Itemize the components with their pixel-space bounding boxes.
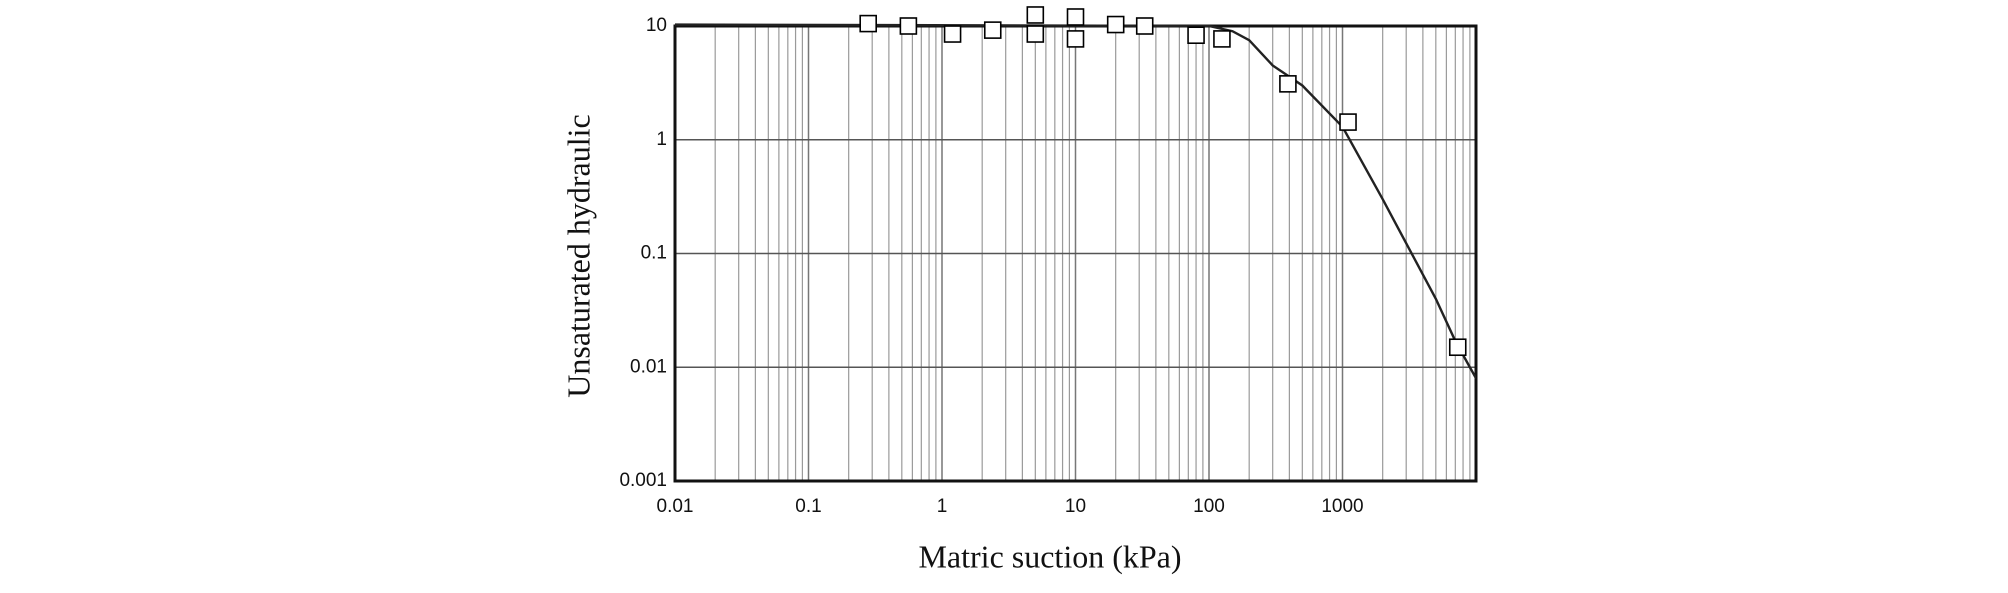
data-point <box>1026 25 1045 43</box>
x-tick-label: 0.01 <box>657 496 694 517</box>
x-tick-label: 0.1 <box>795 496 821 517</box>
data-point <box>1187 26 1205 45</box>
data-point <box>1066 30 1085 48</box>
data-point <box>1066 8 1085 26</box>
data-point <box>1106 15 1125 34</box>
fit-line <box>675 23 1476 379</box>
y-tick-label: 0.001 <box>619 470 667 491</box>
x-axis-label: Matric suction (kPa) <box>918 538 1181 574</box>
data-point <box>983 21 1002 39</box>
y-tick-label: 0.01 <box>630 356 667 377</box>
x-tick-label: 1000 <box>1321 496 1363 517</box>
y-tick-label: 0.1 <box>641 243 667 264</box>
data-point <box>1213 30 1231 48</box>
x-tick-label: 100 <box>1193 496 1225 517</box>
data-point <box>859 14 877 33</box>
y-axis-label: Unsaturated hydraulic <box>560 114 596 397</box>
data-point <box>943 25 962 43</box>
data-point <box>1448 338 1467 357</box>
y-tick-label: 1 <box>656 129 667 150</box>
data-point <box>1026 6 1045 24</box>
data-point <box>1135 17 1154 35</box>
data-point <box>899 17 918 35</box>
data-point <box>1279 75 1297 93</box>
data-point <box>1339 113 1357 131</box>
y-tick-label: 10 <box>646 15 667 36</box>
x-tick-label: 10 <box>1065 496 1086 517</box>
x-tick-label: 1 <box>937 496 948 517</box>
